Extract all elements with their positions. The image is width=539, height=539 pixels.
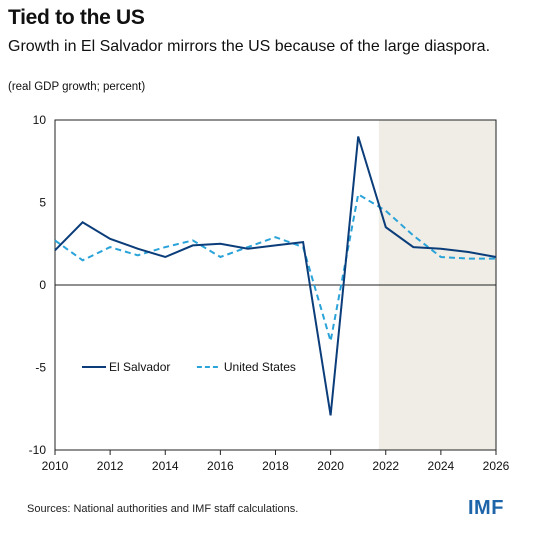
y-tick-label: 0	[39, 278, 46, 292]
legend-label: El Salvador	[109, 360, 170, 374]
chart-subtitle: Growth in El Salvador mirrors the US bec…	[8, 38, 491, 55]
x-tick-label: 2014	[152, 459, 179, 473]
source-note: Sources: National authorities and IMF st…	[27, 503, 299, 515]
x-tick-label: 2024	[428, 459, 455, 473]
series-line-united-states	[54, 192, 496, 342]
x-tick-label: 2022	[372, 459, 399, 473]
y-tick-label: 10	[33, 113, 47, 127]
y-tick-label: -5	[35, 361, 46, 375]
x-tick-label: 2010	[42, 459, 69, 473]
x-tick-label: 2016	[207, 459, 234, 473]
x-tick-label: 2020	[317, 459, 344, 473]
x-tick-label: 2012	[97, 459, 124, 473]
chart-title: Tied to the US	[8, 6, 145, 29]
x-tick-label: 2018	[262, 459, 289, 473]
imf-logo: IMF	[468, 497, 504, 519]
y-tick-label: 5	[39, 196, 46, 210]
series-line-el-salvador	[54, 136, 497, 416]
y-tick-label: -10	[29, 443, 47, 457]
legend-label: United States	[224, 360, 296, 374]
units-note: (real GDP growth; percent)	[8, 81, 146, 93]
legend: El Salvador United States	[82, 360, 296, 374]
x-tick-label: 2026	[483, 459, 510, 473]
